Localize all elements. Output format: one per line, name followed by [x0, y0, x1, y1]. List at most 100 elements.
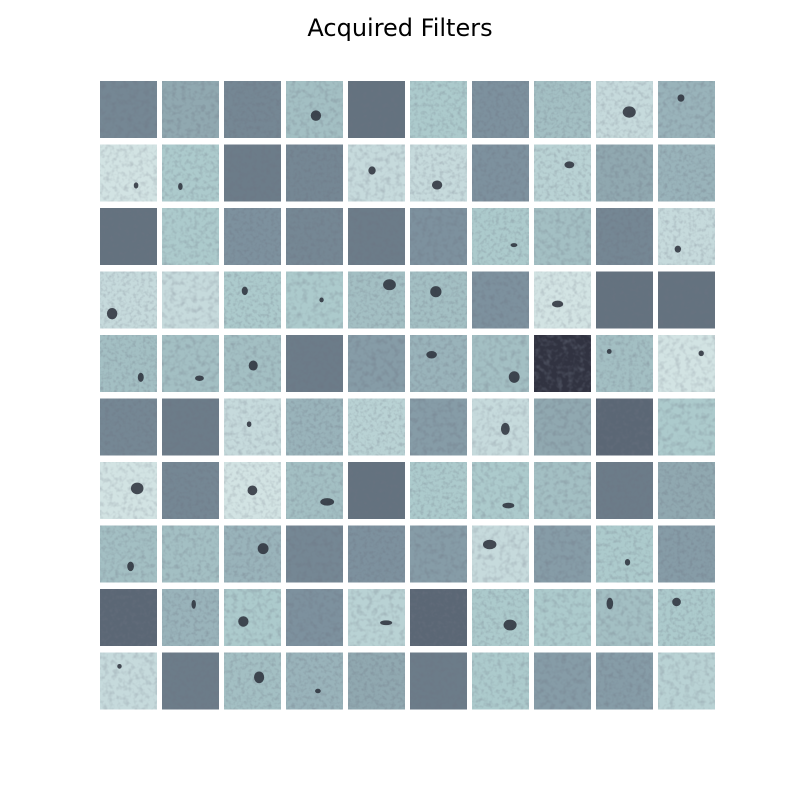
filter-tile	[348, 208, 405, 265]
tile-blob	[551, 300, 564, 308]
filter-tile	[224, 208, 281, 265]
tile-texture	[534, 271, 591, 329]
tile-texture	[224, 525, 281, 583]
filter-tile	[162, 271, 219, 329]
filter-tile	[658, 335, 715, 392]
filter-tile	[472, 462, 529, 519]
tile-texture	[410, 398, 467, 456]
filter-tile	[658, 271, 715, 329]
filter-tile	[224, 398, 281, 456]
tile-texture	[472, 589, 529, 646]
filter-tile	[224, 144, 281, 202]
filter-tile	[286, 271, 343, 329]
filter-tile	[534, 398, 591, 456]
tile-texture	[162, 208, 219, 265]
filter-tile	[472, 525, 529, 583]
tile-texture	[100, 144, 157, 202]
filter-tile	[410, 525, 467, 583]
filter-tile	[472, 398, 529, 456]
filter-tile	[534, 525, 591, 583]
filter-tile	[658, 208, 715, 265]
tile-texture	[100, 398, 157, 456]
tile-texture	[534, 81, 591, 138]
filter-tile	[410, 462, 467, 519]
filter-tile	[162, 589, 219, 646]
tile-texture	[534, 462, 591, 519]
filter-tile	[286, 144, 343, 202]
tile-blob	[106, 307, 118, 320]
tile-texture	[286, 271, 343, 329]
filter-tile	[286, 589, 343, 646]
filter-tile	[286, 398, 343, 456]
filter-tile	[348, 589, 405, 646]
filter-tile	[348, 271, 405, 329]
tile-blob	[254, 671, 265, 684]
filter-tile	[286, 81, 343, 138]
filter-tile	[472, 81, 529, 138]
filter-tile	[534, 462, 591, 519]
tile-texture	[162, 144, 219, 202]
filter-tile	[596, 525, 653, 583]
tile-texture	[286, 652, 343, 710]
filter-tile	[162, 462, 219, 519]
tile-texture	[658, 144, 715, 202]
tile-blob	[247, 485, 258, 496]
tile-blob	[368, 166, 376, 175]
filter-tile	[162, 398, 219, 456]
filter-tile	[472, 271, 529, 329]
filter-tile	[162, 652, 219, 710]
filter-tile	[348, 144, 405, 202]
tile-texture	[596, 144, 653, 202]
filter-tile	[410, 398, 467, 456]
tile-blob	[606, 349, 612, 354]
filter-tile	[596, 81, 653, 138]
filter-tile	[286, 525, 343, 583]
filter-tile	[534, 81, 591, 138]
tile-texture	[286, 525, 343, 583]
tile-blob	[510, 243, 518, 248]
tile-texture	[286, 398, 343, 456]
tile-texture	[534, 398, 591, 456]
tile-blob	[503, 619, 517, 631]
tile-texture	[410, 589, 467, 646]
tile-texture	[472, 525, 529, 583]
tile-blob	[622, 106, 636, 118]
tile-blob	[430, 286, 442, 298]
filter-tile	[658, 525, 715, 583]
tile-texture	[658, 81, 715, 138]
tile-texture	[596, 398, 653, 456]
tile-texture	[348, 525, 405, 583]
tile-texture	[348, 271, 405, 329]
tile-blob	[482, 539, 497, 550]
filter-tile	[224, 462, 281, 519]
tile-blob	[319, 297, 324, 303]
tile-blob	[178, 183, 183, 190]
tile-blob	[426, 351, 437, 359]
tile-texture	[534, 208, 591, 265]
tile-texture	[162, 589, 219, 646]
filter-tile	[348, 335, 405, 392]
tile-texture	[472, 462, 529, 519]
tile-texture	[224, 271, 281, 329]
tile-texture	[410, 462, 467, 519]
tile-texture	[100, 271, 157, 329]
filter-tile	[472, 208, 529, 265]
filter-tile	[658, 81, 715, 138]
tile-texture	[534, 335, 591, 392]
tile-blob	[315, 688, 321, 694]
filter-tile	[534, 335, 591, 392]
filter-tile	[100, 589, 157, 646]
filter-tile	[410, 271, 467, 329]
filter-tile	[162, 335, 219, 392]
tile-blob	[380, 620, 393, 626]
tile-texture	[224, 589, 281, 646]
filter-tile	[596, 652, 653, 710]
tile-texture	[472, 208, 529, 265]
tile-blob	[241, 286, 248, 296]
filter-tile	[534, 271, 591, 329]
filter-tile	[162, 144, 219, 202]
tile-texture	[596, 652, 653, 710]
tile-texture	[410, 335, 467, 392]
tile-texture	[286, 335, 343, 392]
filter-tile	[162, 525, 219, 583]
